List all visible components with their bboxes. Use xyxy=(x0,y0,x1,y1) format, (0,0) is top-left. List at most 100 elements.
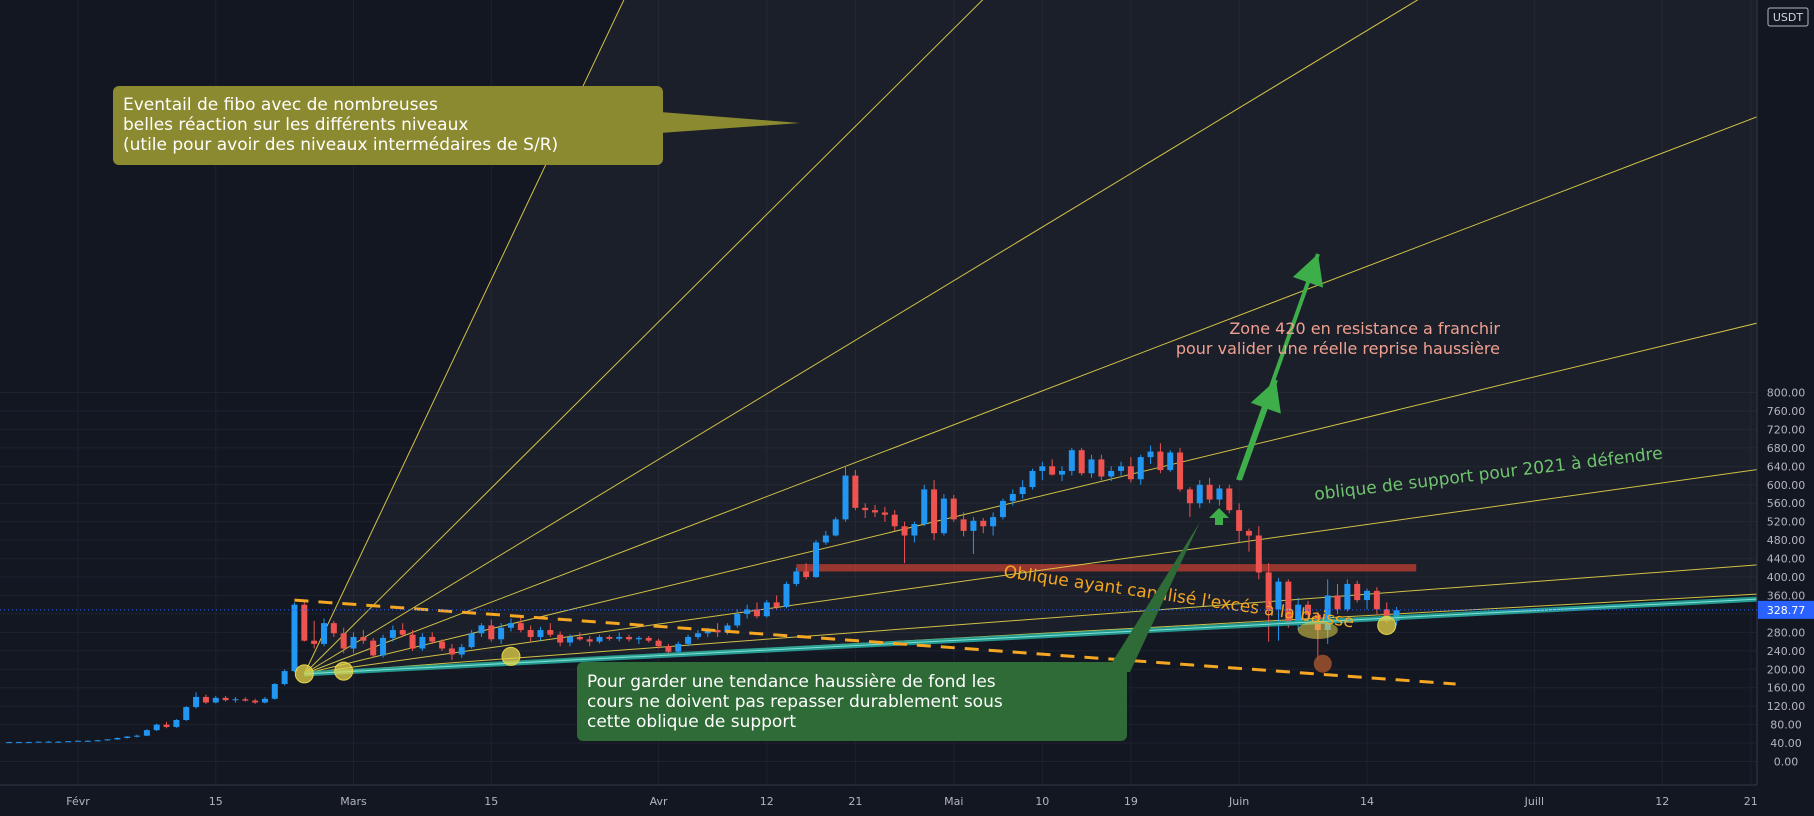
candle-body xyxy=(1157,451,1164,471)
candle-body xyxy=(753,609,760,617)
bounce-arrow-head xyxy=(1250,380,1281,414)
fibo-callout-pointer xyxy=(660,112,800,133)
resistance-zone-rect xyxy=(796,564,1417,572)
candle-body xyxy=(675,643,682,652)
support-callout-text: Pour garder une tendance haussière de fo… xyxy=(587,672,1003,732)
candle-body xyxy=(1216,488,1223,500)
candle-body xyxy=(645,637,652,641)
candle-body xyxy=(153,724,160,731)
candle-body xyxy=(1049,466,1056,475)
candle-body xyxy=(1245,530,1252,536)
candle-body xyxy=(1118,466,1125,471)
candle-body xyxy=(685,636,692,644)
candle-body xyxy=(242,699,249,701)
candle-body xyxy=(291,604,298,672)
fibo-callout-box xyxy=(113,86,663,165)
candle-body xyxy=(813,542,819,578)
candle-body xyxy=(212,697,219,703)
candle-body xyxy=(1324,595,1331,631)
y-tick-label: 480.00 xyxy=(1767,534,1806,547)
candle-body xyxy=(970,520,977,531)
candle-body xyxy=(714,630,721,633)
candle-body xyxy=(744,609,751,614)
candle-body xyxy=(1186,489,1193,504)
y-tick-label: 200.00 xyxy=(1767,663,1806,676)
touch-point-marker xyxy=(294,664,314,684)
candle-body xyxy=(45,741,52,743)
y-tick-label: 160.00 xyxy=(1767,682,1806,695)
x-tick-label: 21 xyxy=(1744,795,1758,808)
price-axis[interactable] xyxy=(1757,0,1814,785)
x-tick-label: Avr xyxy=(650,795,668,808)
candle-body xyxy=(271,684,278,699)
candle-body xyxy=(1059,470,1065,475)
candle-body xyxy=(911,523,918,536)
candle-body xyxy=(301,604,308,641)
candle-body xyxy=(1088,459,1095,474)
candle-body xyxy=(75,740,81,742)
markers xyxy=(294,253,1397,684)
candle-body xyxy=(25,742,32,744)
x-tick-label: Févr xyxy=(66,795,90,808)
touch-point-marker xyxy=(501,646,521,666)
candle-body xyxy=(1285,581,1292,624)
candle-body xyxy=(134,735,141,737)
time-axis[interactable] xyxy=(0,785,1814,816)
candle-body xyxy=(1177,452,1184,490)
y-tick-label: 280.00 xyxy=(1767,626,1806,639)
candle-body xyxy=(999,500,1006,518)
candle-body xyxy=(389,630,396,638)
candle-body xyxy=(547,630,554,635)
wick-marker xyxy=(1313,654,1332,673)
candles xyxy=(6,443,1400,744)
candle-body xyxy=(1039,466,1046,471)
candle-body xyxy=(1364,590,1371,601)
candle-body xyxy=(232,699,239,701)
candle-body xyxy=(1127,466,1134,480)
candle-body xyxy=(940,498,947,534)
candle-body xyxy=(576,636,583,640)
candle-body xyxy=(468,633,475,648)
candle-body xyxy=(1383,609,1390,621)
candle-body xyxy=(143,730,150,736)
last-price-badge xyxy=(1758,600,1814,619)
x-tick-label: Mai xyxy=(944,795,963,808)
y-tick-label: 720.00 xyxy=(1767,423,1806,436)
touch-point-marker xyxy=(334,661,354,681)
candle-body xyxy=(616,636,623,639)
candle-body xyxy=(6,742,13,744)
candle-body xyxy=(990,517,997,527)
support-up-arrow xyxy=(1209,508,1229,525)
candle-body xyxy=(340,633,347,649)
x-tick-label: 14 xyxy=(1360,795,1374,808)
candle-body xyxy=(891,514,898,527)
candle-body xyxy=(104,739,111,741)
candle-body xyxy=(507,623,514,628)
candle-body xyxy=(321,623,327,644)
candle-body xyxy=(1373,590,1380,610)
candle-body xyxy=(380,637,387,656)
candle-body xyxy=(960,519,967,531)
candle-body xyxy=(586,639,593,642)
y-tick-label: 680.00 xyxy=(1767,442,1806,455)
candle-body xyxy=(527,630,534,637)
y-tick-label: 400.00 xyxy=(1767,571,1806,584)
candle-body xyxy=(429,636,436,642)
candle-body xyxy=(1344,583,1351,610)
candle-body xyxy=(1275,581,1282,610)
candle-body xyxy=(1236,510,1243,531)
candle-body xyxy=(1295,604,1302,624)
target-arrow-shaft xyxy=(1236,253,1320,481)
y-tick-label: 240.00 xyxy=(1767,645,1806,658)
y-tick-label: 0.00 xyxy=(1774,756,1799,769)
candle-body xyxy=(724,625,731,633)
candle-body xyxy=(862,507,869,511)
candle-body xyxy=(626,636,633,640)
candle-body xyxy=(606,636,613,639)
last-price-label: 328.77 xyxy=(1767,604,1806,617)
resistance-zone xyxy=(796,564,1417,572)
support-line-core xyxy=(304,595,1810,675)
currency-label: USDT xyxy=(1773,11,1804,24)
x-tick-label: 15 xyxy=(484,795,498,808)
